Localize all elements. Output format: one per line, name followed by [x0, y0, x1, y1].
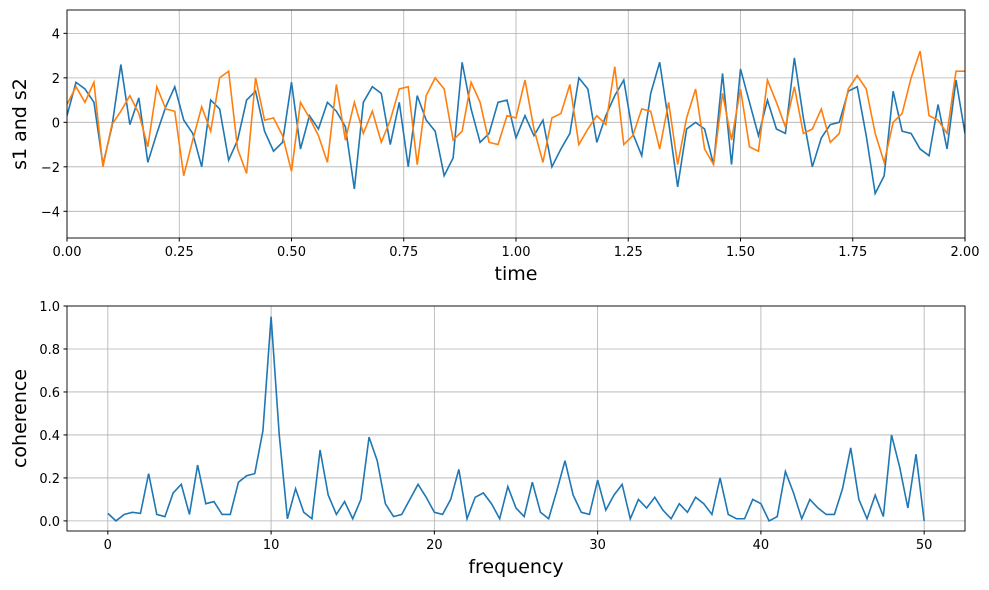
y-tick-label: 4 — [52, 27, 60, 42]
x-tick-label: 1.00 — [502, 245, 531, 260]
x-tick-label: 30 — [589, 538, 606, 553]
x-tick-label: 0 — [104, 538, 112, 553]
y-axis-label: s1 and s2 — [9, 78, 31, 170]
x-axis-label: frequency — [468, 556, 563, 578]
x-axis-label: time — [495, 263, 538, 285]
y-tick-label: 0.8 — [39, 343, 60, 358]
x-tick-label: 1.75 — [838, 245, 867, 260]
y-tick-label: −4 — [41, 205, 60, 220]
x-tick-label: 2.00 — [951, 245, 980, 260]
y-tick-label: 0 — [52, 116, 60, 131]
y-tick-label: 2 — [52, 72, 60, 87]
x-tick-label: 0.75 — [389, 245, 418, 260]
x-tick-label: 50 — [916, 538, 933, 553]
x-tick-label: 1.25 — [614, 245, 643, 260]
series-line — [67, 57, 965, 197]
series-line — [107, 316, 925, 522]
x-tick-label: 20 — [426, 538, 443, 553]
axes: 0 10 20 30 40 50 0.0 0.2 0.4 0.6 0.8 1.0 frequency co… — [9, 300, 966, 578]
axes: 0.00 0.25 0.50 0.75 1.00 1.25 1.50 1.75 2.00 −4 −2… — [9, 9, 980, 285]
y-axis-label: coherence — [9, 369, 31, 468]
x-tick-label: 40 — [753, 538, 770, 553]
axes-frame — [66, 305, 966, 532]
x-tick-label: 10 — [263, 538, 280, 553]
x-tick-label: 0.25 — [165, 245, 194, 260]
series-line — [67, 50, 965, 176]
y-tick-label: 0.4 — [39, 429, 60, 444]
y-tick-label: 0.0 — [39, 515, 60, 530]
x-tick-label: 1.50 — [726, 245, 755, 260]
y-tick-label: 0.6 — [39, 386, 60, 401]
x-tick-label: 0.00 — [53, 245, 82, 260]
y-tick-label: 1.0 — [39, 300, 60, 315]
y-tick-label: −2 — [41, 161, 60, 176]
x-tick-label: 0.50 — [277, 245, 306, 260]
y-tick-label: 0.2 — [39, 472, 60, 487]
axes-frame — [66, 9, 966, 239]
